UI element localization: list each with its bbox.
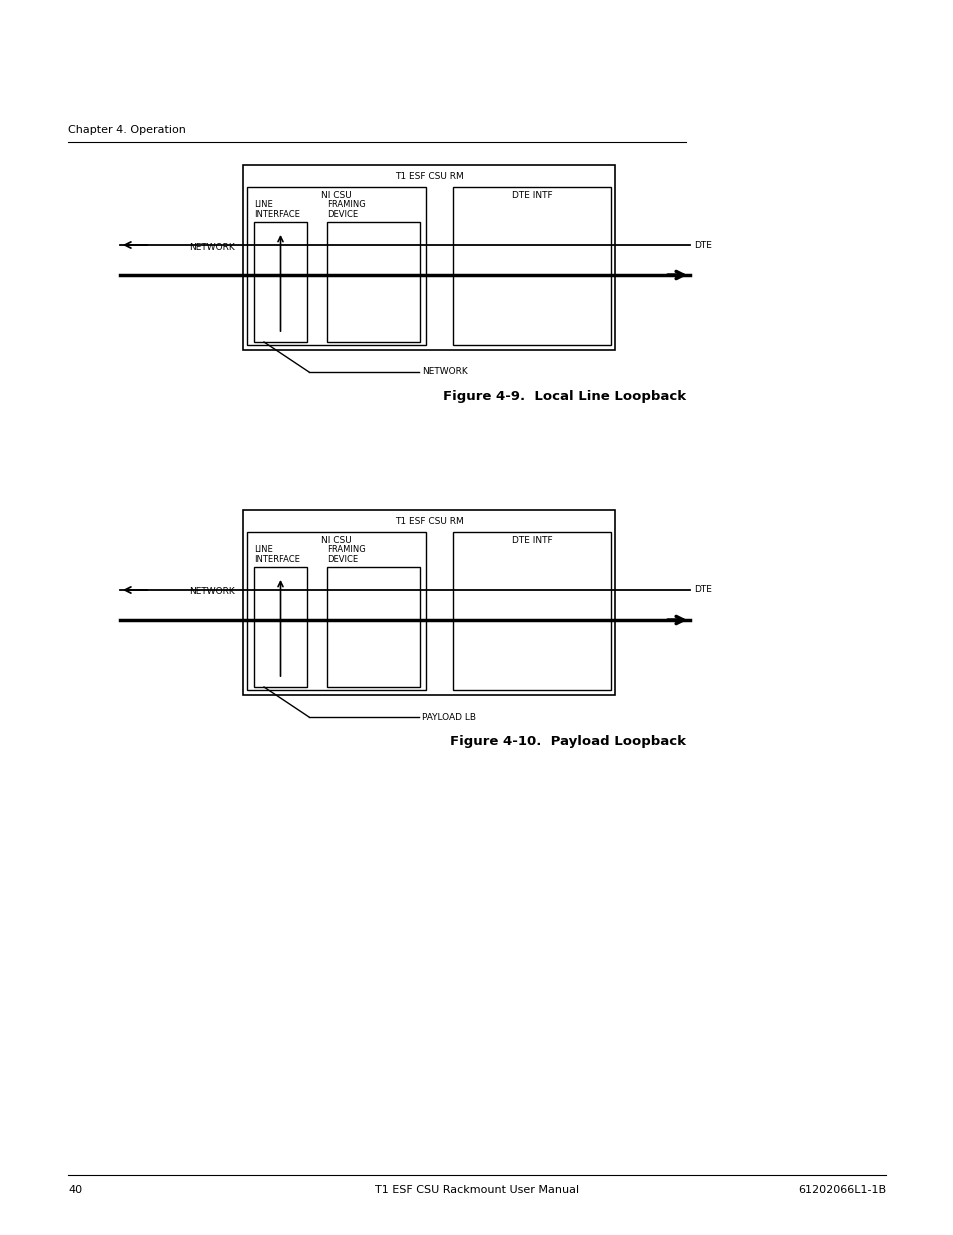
Text: T1 ESF CSU RM: T1 ESF CSU RM (395, 172, 463, 182)
Text: 40: 40 (68, 1186, 82, 1195)
Text: LINE
INTERFACE: LINE INTERFACE (253, 546, 299, 564)
Text: Figure 4-10.  Payload Loopback: Figure 4-10. Payload Loopback (450, 735, 685, 748)
Text: T1 ESF CSU Rackmount User Manual: T1 ESF CSU Rackmount User Manual (375, 1186, 578, 1195)
Text: PAYLOAD LB: PAYLOAD LB (421, 713, 476, 721)
Bar (253, 567, 307, 687)
Bar (327, 222, 419, 342)
Text: T1 ESF CSU RM: T1 ESF CSU RM (395, 517, 463, 526)
Bar (243, 510, 615, 695)
Text: FRAMING
DEVICE: FRAMING DEVICE (327, 546, 365, 564)
Text: 61202066L1-1B: 61202066L1-1B (797, 1186, 885, 1195)
Text: Chapter 4. Operation: Chapter 4. Operation (68, 125, 186, 135)
Bar (327, 567, 419, 687)
Text: DTE INTF: DTE INTF (511, 191, 552, 200)
Text: LINE
INTERFACE: LINE INTERFACE (253, 200, 299, 219)
Text: DTE: DTE (693, 585, 711, 594)
Bar (453, 532, 610, 690)
Text: DTE: DTE (693, 241, 711, 249)
Text: NETWORK: NETWORK (421, 368, 467, 377)
Text: FRAMING
DEVICE: FRAMING DEVICE (327, 200, 365, 219)
Text: NI CSU: NI CSU (321, 191, 352, 200)
Bar (253, 222, 307, 342)
Text: DTE INTF: DTE INTF (511, 536, 552, 545)
Text: NETWORK: NETWORK (189, 588, 234, 597)
Bar (247, 532, 426, 690)
Text: Figure 4-9.  Local Line Loopback: Figure 4-9. Local Line Loopback (442, 390, 685, 403)
Bar (453, 186, 610, 345)
Bar (247, 186, 426, 345)
Text: NETWORK: NETWORK (189, 242, 234, 252)
Text: NI CSU: NI CSU (321, 536, 352, 545)
Bar (243, 165, 615, 350)
